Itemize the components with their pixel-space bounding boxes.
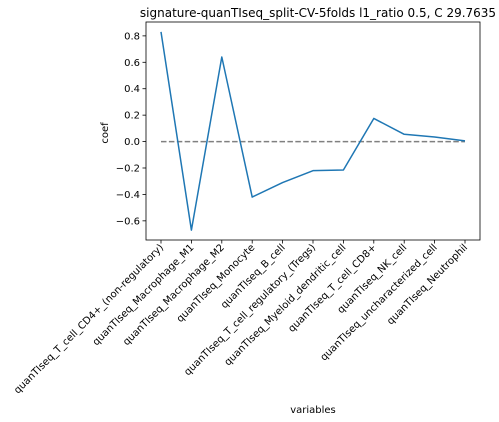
- y-tick-label: −0.6: [116, 216, 140, 227]
- y-axis-label: coef: [100, 122, 111, 144]
- y-tick-label: −0.2: [116, 163, 140, 174]
- x-axis-label: variables: [290, 405, 336, 416]
- y-tick-label: 0.2: [124, 111, 140, 122]
- y-tick-label: 0.8: [124, 31, 140, 42]
- y-tick-label: 0.0: [124, 137, 140, 148]
- y-tick-label: −0.4: [116, 190, 140, 201]
- coef-series-line: [160, 31, 466, 231]
- chart-title: signature-quanTIseq_split-CV-5folds l1_r…: [140, 6, 496, 20]
- y-tick-label: 0.6: [124, 58, 140, 69]
- y-tick-label: 0.4: [124, 84, 140, 95]
